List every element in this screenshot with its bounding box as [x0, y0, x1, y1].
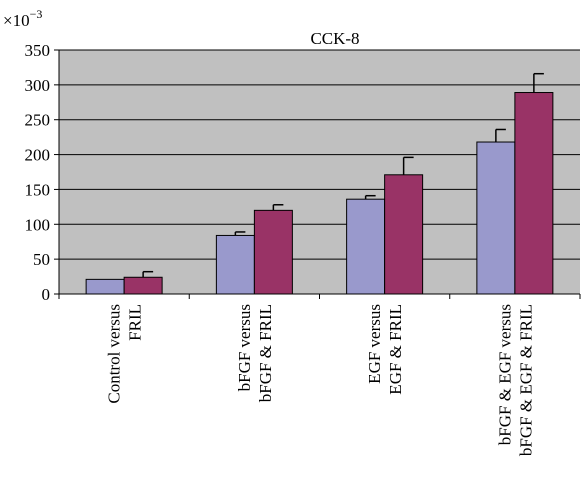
bar — [346, 198, 386, 295]
y-tick-label: 250 — [25, 111, 51, 130]
bar — [514, 92, 554, 295]
y-tick-label: 300 — [25, 76, 51, 95]
x-tick-label: Control versus — [105, 304, 124, 404]
y-tick-label: 50 — [33, 250, 50, 269]
bar — [476, 141, 516, 295]
bar — [123, 276, 163, 295]
y-tick-label: 150 — [25, 180, 51, 199]
x-tick-label: bFGF & EGF versus — [495, 304, 514, 445]
y-tick-label: 0 — [42, 285, 51, 304]
bar — [85, 278, 125, 295]
x-tick-label: bFGF & EGF & FRIL — [516, 304, 535, 456]
x-tick-label: bFGF & FRIL — [256, 304, 275, 402]
multiplier-exponent: −3 — [30, 7, 43, 21]
bars — [85, 72, 554, 295]
x-tick-label: EGF versus — [365, 304, 384, 384]
y-axis-multiplier: ×10−3 — [3, 7, 42, 30]
multiplier-base: ×10 — [3, 11, 30, 30]
bar — [384, 174, 424, 295]
y-tick-label: 200 — [25, 146, 51, 165]
x-tick-label: bFGF versus — [235, 304, 254, 391]
chart-title: CCK-8 — [310, 29, 359, 48]
x-tick-label: FRIL — [126, 304, 145, 341]
y-tick-label: 100 — [25, 215, 51, 234]
bar — [215, 234, 255, 295]
axes: 0 50 100 150 200 250 300 350 Control versus FRIL b… — [25, 41, 581, 456]
y-tick-label: 350 — [25, 41, 51, 60]
bar — [253, 209, 293, 295]
x-tick-label: EGF & FRIL — [386, 304, 405, 395]
